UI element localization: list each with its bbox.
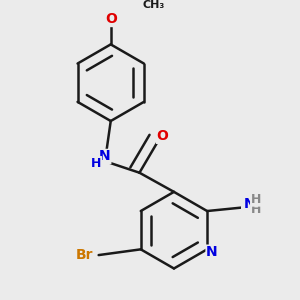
Text: O: O — [157, 129, 168, 143]
Text: H: H — [251, 202, 261, 216]
Text: H: H — [251, 193, 261, 206]
Text: N: N — [99, 149, 111, 164]
Text: O: O — [105, 13, 117, 26]
Text: H: H — [91, 157, 102, 169]
Text: N: N — [243, 197, 255, 211]
Text: Br: Br — [75, 248, 93, 262]
Text: N: N — [206, 245, 218, 259]
Text: CH₃: CH₃ — [142, 0, 165, 10]
